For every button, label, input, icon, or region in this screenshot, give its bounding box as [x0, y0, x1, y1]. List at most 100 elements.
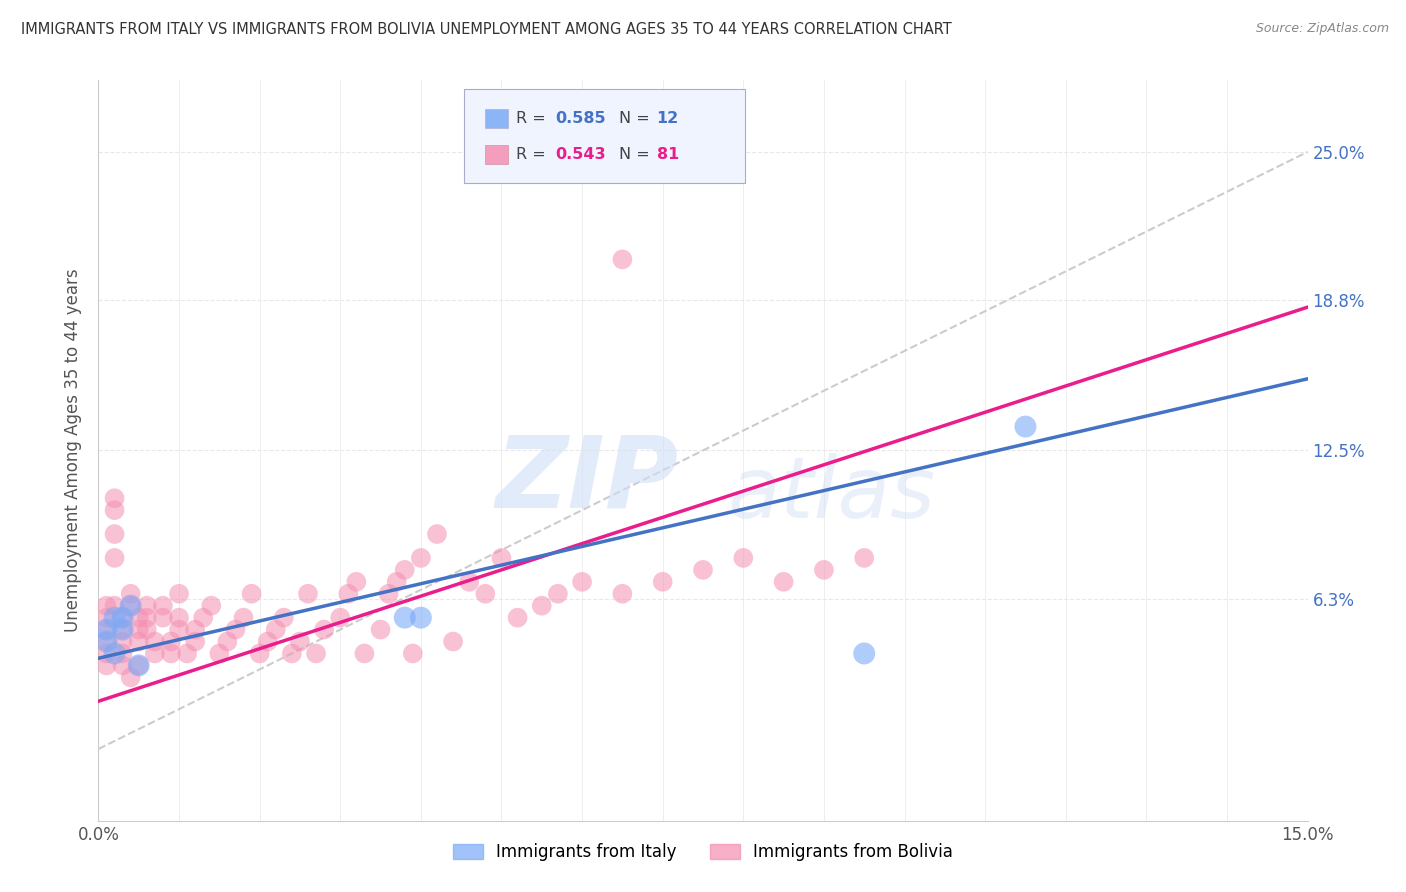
- Text: 81: 81: [657, 147, 679, 161]
- Point: [733, 550, 755, 565]
- Point: [256, 634, 278, 648]
- Point: [167, 623, 190, 637]
- Point: [305, 647, 328, 661]
- Point: [232, 610, 254, 624]
- Point: [96, 634, 118, 648]
- Point: [273, 610, 295, 624]
- Text: Source: ZipAtlas.com: Source: ZipAtlas.com: [1256, 22, 1389, 36]
- Point: [547, 587, 569, 601]
- Y-axis label: Unemployment Among Ages 35 to 44 years: Unemployment Among Ages 35 to 44 years: [65, 268, 83, 632]
- Text: 0.543: 0.543: [555, 147, 606, 161]
- Point: [152, 599, 174, 613]
- Point: [651, 574, 673, 589]
- Point: [344, 574, 367, 589]
- Point: [441, 634, 464, 648]
- Point: [111, 610, 134, 624]
- Point: [160, 634, 183, 648]
- Point: [103, 550, 125, 565]
- Point: [200, 599, 222, 613]
- Text: N =: N =: [619, 112, 655, 126]
- Point: [103, 491, 125, 506]
- Point: [120, 670, 142, 684]
- Point: [813, 563, 835, 577]
- Point: [143, 634, 166, 648]
- Point: [353, 647, 375, 661]
- Point: [409, 550, 432, 565]
- Point: [853, 647, 876, 661]
- Legend: Immigrants from Italy, Immigrants from Bolivia: Immigrants from Italy, Immigrants from B…: [446, 837, 960, 868]
- Point: [249, 647, 271, 661]
- Point: [103, 599, 125, 613]
- Point: [217, 634, 239, 648]
- Text: ZIP: ZIP: [496, 432, 679, 529]
- Point: [128, 623, 150, 637]
- Point: [692, 563, 714, 577]
- Point: [530, 599, 553, 613]
- Text: IMMIGRANTS FROM ITALY VS IMMIGRANTS FROM BOLIVIA UNEMPLOYMENT AMONG AGES 35 TO 4: IMMIGRANTS FROM ITALY VS IMMIGRANTS FROM…: [21, 22, 952, 37]
- Point: [96, 610, 118, 624]
- Point: [612, 587, 634, 601]
- Point: [152, 610, 174, 624]
- Point: [111, 610, 134, 624]
- Point: [506, 610, 529, 624]
- Point: [160, 647, 183, 661]
- Point: [135, 599, 157, 613]
- Text: atlas: atlas: [727, 453, 935, 536]
- Point: [128, 658, 150, 673]
- Point: [103, 503, 125, 517]
- Point: [329, 610, 352, 624]
- Point: [135, 610, 157, 624]
- Point: [281, 647, 304, 661]
- Point: [103, 527, 125, 541]
- Point: [135, 623, 157, 637]
- Point: [474, 587, 496, 601]
- Point: [111, 634, 134, 648]
- Point: [370, 623, 392, 637]
- Point: [96, 623, 118, 637]
- Point: [1014, 419, 1036, 434]
- Point: [314, 623, 336, 637]
- Point: [491, 550, 513, 565]
- Point: [409, 610, 432, 624]
- Point: [224, 623, 246, 637]
- Point: [394, 610, 416, 624]
- Point: [184, 634, 207, 648]
- Point: [128, 658, 150, 673]
- Point: [853, 550, 876, 565]
- Point: [111, 623, 134, 637]
- Point: [111, 623, 134, 637]
- Point: [111, 647, 134, 661]
- Point: [167, 610, 190, 624]
- Point: [176, 647, 198, 661]
- Point: [772, 574, 794, 589]
- Point: [377, 587, 399, 601]
- Point: [297, 587, 319, 601]
- Text: 0.585: 0.585: [555, 112, 606, 126]
- Point: [184, 623, 207, 637]
- Point: [571, 574, 593, 589]
- Point: [394, 563, 416, 577]
- Point: [120, 599, 142, 613]
- Point: [426, 527, 449, 541]
- Point: [288, 634, 311, 648]
- Point: [264, 623, 287, 637]
- Point: [337, 587, 360, 601]
- Point: [128, 634, 150, 648]
- Point: [193, 610, 215, 624]
- Text: 12: 12: [657, 112, 679, 126]
- Point: [103, 610, 125, 624]
- Point: [96, 634, 118, 648]
- Text: R =: R =: [516, 112, 551, 126]
- Text: R =: R =: [516, 147, 551, 161]
- Point: [96, 658, 118, 673]
- Point: [402, 647, 425, 661]
- Point: [96, 647, 118, 661]
- Point: [240, 587, 263, 601]
- Point: [128, 610, 150, 624]
- Point: [143, 647, 166, 661]
- Point: [111, 658, 134, 673]
- Text: N =: N =: [619, 147, 655, 161]
- Point: [167, 587, 190, 601]
- Point: [385, 574, 408, 589]
- Point: [208, 647, 231, 661]
